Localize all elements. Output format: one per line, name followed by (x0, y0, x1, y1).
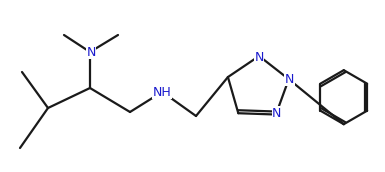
Text: N: N (285, 73, 295, 86)
Text: NH: NH (152, 85, 171, 99)
Text: N: N (272, 107, 281, 120)
Text: N: N (254, 51, 264, 63)
Text: N: N (86, 46, 96, 58)
